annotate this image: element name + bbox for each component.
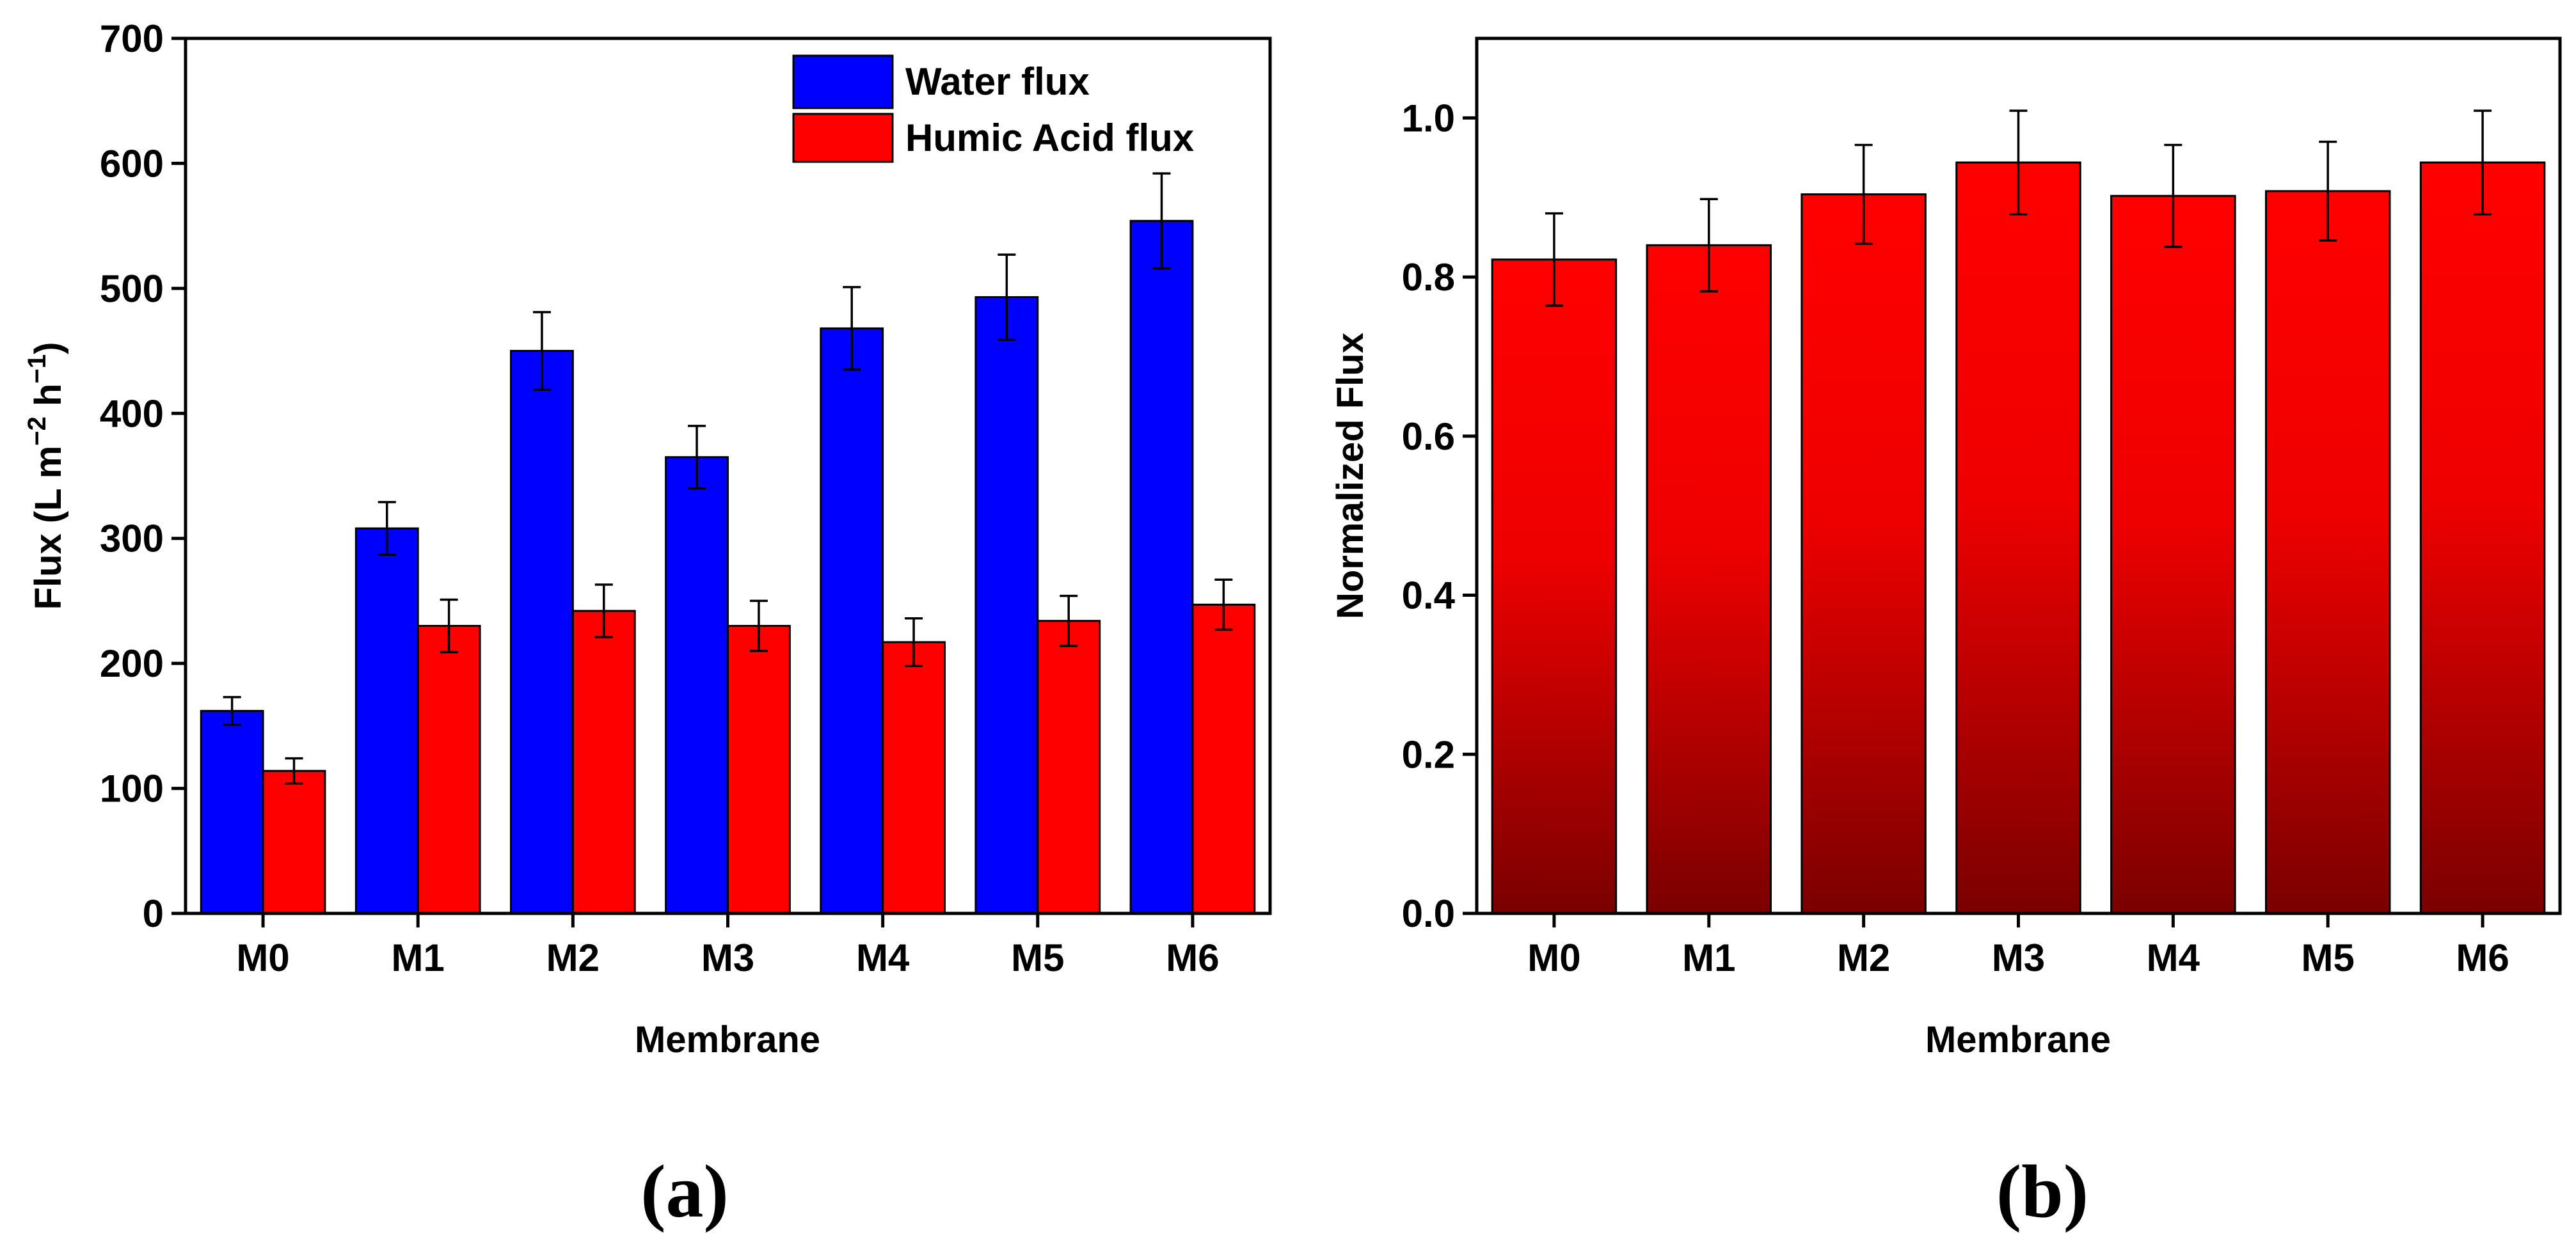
legend-swatch-humic-acid-flux (792, 113, 894, 163)
panel-label-b: (b) (1996, 1149, 2088, 1233)
x-tick-label: M2 (1837, 936, 1890, 979)
bar (974, 296, 1039, 915)
bar (1801, 193, 1927, 915)
y-tick-label: 200 (100, 642, 164, 685)
y-tick-label: 100 (100, 768, 164, 810)
y-tick-label: 0.0 (1402, 892, 1455, 935)
chart-a-error-bars (223, 172, 1233, 785)
bar (882, 641, 946, 915)
x-tick-label: M1 (392, 936, 445, 979)
bar (2419, 161, 2546, 915)
bar (2110, 194, 2236, 915)
y-tick-label: 0.6 (1402, 415, 1455, 458)
bar (1037, 620, 1101, 915)
y-tick-label: 700 (100, 17, 164, 60)
bar (417, 625, 481, 915)
chart-b-x-axis-title: Membrane (1925, 1019, 2111, 1061)
x-tick-label: M4 (2147, 936, 2200, 979)
bar (354, 527, 419, 915)
chart-b-x-axis: M0 M1 M2 M3 M4 M5 M6 (1527, 913, 2509, 979)
y-tick-label: 0.2 (1402, 733, 1455, 776)
chart-b-y-axis-title: Normalized Flux (1330, 333, 1371, 619)
x-tick-label: M3 (701, 936, 754, 979)
chart-b: 0.0 0.2 0.4 0.6 0.8 1.0 M0 M1 M2 M3 M4 M5 M6 Membra… (1330, 36, 2562, 1233)
chart-a-x-axis-title: Membrane (635, 1019, 820, 1061)
panel-label-a: (a) (640, 1149, 729, 1233)
x-tick-label: M0 (1527, 936, 1580, 979)
x-tick-label: M4 (856, 936, 910, 979)
y-tick-label: 1.0 (1402, 97, 1455, 139)
chart-b-bars (1491, 161, 2546, 915)
bar (1491, 258, 1618, 915)
y-tick-label: 0 (143, 892, 164, 935)
legend-swatch-water-flux (792, 54, 894, 109)
bar (510, 350, 574, 915)
bar (1955, 161, 2081, 915)
chart-a-x-axis: M0 M1 M2 M3 M4 M5 M6 (236, 913, 1220, 979)
bar (571, 610, 636, 915)
x-tick-label: M0 (236, 936, 289, 979)
bar (200, 709, 264, 915)
legend-label-water-flux: Water flux (905, 60, 1090, 103)
bar (1191, 603, 1256, 915)
legend-label-humic-acid-flux: Humic Acid flux (905, 116, 1194, 159)
bar (727, 625, 791, 915)
chart-a: 0 100 200 300 400 500 600 700 M0 M1 M2 M3 M4 M5 M6 Me… (23, 17, 1272, 1233)
bar (1646, 244, 1772, 915)
chart-a-bars (200, 219, 1256, 915)
x-tick-label: M1 (1682, 936, 1735, 979)
x-tick-label: M6 (1166, 936, 1219, 979)
y-tick-label: 300 (100, 517, 164, 560)
chart-a-y-axis: 0 100 200 300 400 500 600 700 (100, 17, 186, 935)
x-tick-label: M2 (546, 936, 600, 979)
bar (2264, 190, 2391, 915)
bar (665, 456, 729, 915)
chart-b-error-bars (1545, 109, 2492, 307)
bar (262, 769, 326, 915)
chart-b-y-axis: 0.0 0.2 0.4 0.6 0.8 1.0 (1402, 97, 1477, 935)
x-tick-label: M5 (2302, 936, 2355, 979)
bar (1129, 219, 1194, 915)
x-tick-label: M6 (2456, 936, 2509, 979)
y-tick-label: 0.4 (1402, 574, 1456, 617)
bar (820, 327, 884, 915)
chart-a-y-axis-title: Flux (L m−2 h−1) (23, 342, 69, 610)
y-tick-label: 600 (100, 142, 164, 185)
chart-a-legend: Water flux Humic Acid flux (792, 54, 1194, 163)
x-tick-label: M5 (1011, 936, 1064, 979)
x-tick-label: M3 (1992, 936, 2045, 979)
y-tick-label: 500 (100, 267, 164, 310)
y-tick-label: 400 (100, 392, 164, 435)
y-tick-label: 0.8 (1402, 256, 1455, 299)
